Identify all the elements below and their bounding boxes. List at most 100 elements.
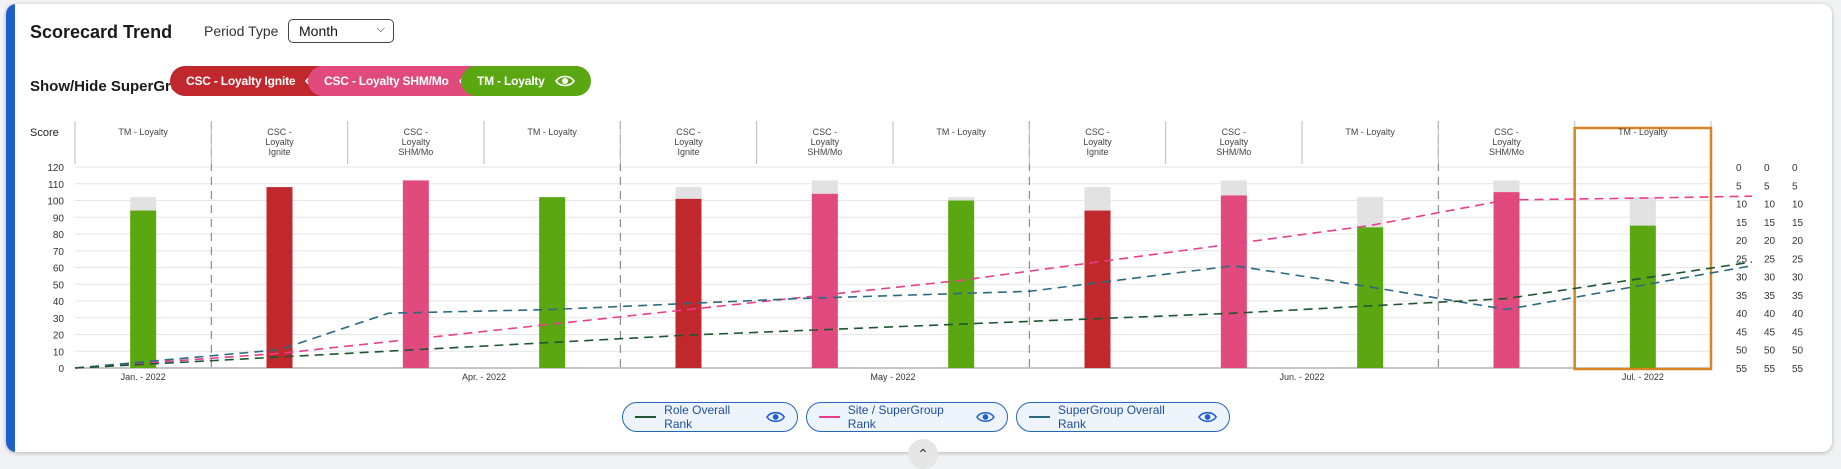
rank-tick-label: 45 xyxy=(1792,327,1804,338)
column-header-label: Ignite xyxy=(1086,147,1108,157)
rank-line xyxy=(74,264,1753,369)
y-tick-label: 70 xyxy=(53,247,65,258)
column-header-label: Loyalty xyxy=(811,137,840,147)
x-month-label: Jan. - 2022 xyxy=(121,372,166,382)
supergroup-toggle-label: CSC - Loyalty Ignite xyxy=(186,74,296,88)
column-header-label: Loyalty xyxy=(1492,137,1521,147)
legend-toggle-role-overall-rank[interactable]: Role Overall Rank xyxy=(622,402,798,432)
bar-remainder xyxy=(948,197,975,201)
column-header-label: Loyalty xyxy=(265,137,294,147)
scorecard-trend-card: Scorecard Trend Period Type Month ⌵ Show… xyxy=(6,4,1832,452)
period-type-value: Month xyxy=(299,23,338,39)
column-header-label: CSC - xyxy=(1085,127,1110,137)
rank-tick-label: 20 xyxy=(1792,236,1804,247)
collapse-chevron-up-icon[interactable]: ⌃ xyxy=(908,439,938,469)
y-tick-label: 80 xyxy=(53,230,65,241)
supergroup-toggle-label: TM - Loyalty xyxy=(477,74,545,88)
y-tick-label: 60 xyxy=(53,264,65,275)
rank-tick-label: 25 xyxy=(1764,254,1776,265)
column-header-label: SHM/Mo xyxy=(807,147,842,157)
rank-tick-label: 40 xyxy=(1764,309,1776,320)
rank-tick-label: 20 xyxy=(1736,236,1748,247)
column-header-label: CSC - xyxy=(1494,127,1519,137)
bar-remainder xyxy=(1493,180,1520,193)
rank-tick-label: 0 xyxy=(1764,163,1770,174)
legend-swatch xyxy=(819,416,840,418)
legend-label: SuperGroup Overall Rank xyxy=(1058,403,1165,431)
bar xyxy=(539,197,566,368)
legend-swatch xyxy=(1029,416,1051,418)
rank-tick-label: 45 xyxy=(1764,327,1776,338)
legend-label: Role Overall Rank xyxy=(664,403,731,431)
legend-swatch xyxy=(635,416,657,418)
supergroup-toggle-tm-loyalty[interactable]: TM - Loyalty xyxy=(461,66,591,96)
rank-tick-label: 0 xyxy=(1792,163,1798,174)
rank-tick-label: 10 xyxy=(1764,200,1776,211)
rank-tick-label: 0 xyxy=(1736,163,1742,174)
column-header-label: Loyalty xyxy=(1083,137,1112,147)
rank-tick-label: 55 xyxy=(1736,364,1748,375)
bar xyxy=(1084,210,1111,368)
column-header-label: Ignite xyxy=(677,147,699,157)
bar-remainder xyxy=(1629,197,1656,226)
legend-toggle-supergroup-overall-rank[interactable]: SuperGroup Overall Rank xyxy=(1016,402,1230,432)
column-header-label: CSC - xyxy=(1222,127,1247,137)
column-header-label: Loyalty xyxy=(674,137,703,147)
rank-tick-label: 10 xyxy=(1736,200,1748,211)
bar xyxy=(1220,195,1247,368)
bar xyxy=(811,193,838,368)
rank-tick-label: 30 xyxy=(1736,273,1748,284)
y-tick-label: 100 xyxy=(47,197,64,208)
rank-tick-label: 30 xyxy=(1792,273,1804,284)
legend-toggle-site-supergroup-rank[interactable]: Site / SuperGroup Rank xyxy=(806,402,1008,432)
x-month-label: Jul. - 2022 xyxy=(1622,372,1664,382)
rank-tick-label: 50 xyxy=(1764,346,1776,357)
rank-tick-label: 15 xyxy=(1736,218,1748,229)
column-header-label: TM - Loyalty xyxy=(1618,127,1668,137)
rank-tick-label: 40 xyxy=(1792,309,1804,320)
y-tick-label: 10 xyxy=(53,347,65,358)
rank-tick-label: 15 xyxy=(1764,218,1776,229)
rank-tick-label: 20 xyxy=(1764,236,1776,247)
column-header-label: TM - Loyalty xyxy=(936,127,986,137)
x-month-label: Jun. - 2022 xyxy=(1279,372,1324,382)
column-header-label: TM - Loyalty xyxy=(1345,127,1395,137)
rank-tick-label: 35 xyxy=(1792,291,1804,302)
y-tick-label: 40 xyxy=(53,297,65,308)
column-header-label: SHM/Mo xyxy=(398,147,433,157)
rank-tick-label: 35 xyxy=(1736,291,1748,302)
rank-tick-label: 25 xyxy=(1736,254,1748,265)
column-header-label: CSC - xyxy=(676,127,701,137)
period-type-select[interactable]: Month ⌵ xyxy=(288,19,394,43)
chevron-down-icon: ⌵ xyxy=(376,23,385,35)
rank-tick-label: 25 xyxy=(1792,254,1804,265)
bar xyxy=(402,180,429,368)
rank-line xyxy=(74,261,1753,369)
bar xyxy=(675,198,702,368)
column-header-label: CSC - xyxy=(813,127,838,137)
y-axis-label: Score xyxy=(30,127,59,139)
column-header-label: CSC - xyxy=(267,127,292,137)
bar xyxy=(1357,227,1384,368)
selected-column-highlight xyxy=(1573,126,1713,371)
y-tick-label: 30 xyxy=(53,314,65,325)
y-tick-label: 20 xyxy=(53,331,65,342)
eye-icon xyxy=(765,411,785,423)
rank-tick-label: 30 xyxy=(1764,273,1776,284)
column-header-label: SHM/Mo xyxy=(1489,147,1524,157)
y-tick-label: 120 xyxy=(47,163,64,174)
card-title: Scorecard Trend xyxy=(30,22,173,42)
y-tick-label: 110 xyxy=(48,180,64,191)
y-tick-label: 50 xyxy=(53,280,65,291)
rank-tick-label: 55 xyxy=(1792,364,1804,375)
eye-icon xyxy=(554,75,575,87)
y-tick-label: 90 xyxy=(53,213,65,224)
rank-tick-label: 50 xyxy=(1736,346,1748,357)
column-header-label: Loyalty xyxy=(1220,137,1249,147)
bar xyxy=(266,187,293,368)
supergroup-toggle-label: CSC - Loyalty SHM/Mo xyxy=(324,74,449,88)
rank-line xyxy=(74,195,1752,369)
rank-tick-label: 50 xyxy=(1792,346,1804,357)
bar-remainder xyxy=(1084,187,1111,211)
